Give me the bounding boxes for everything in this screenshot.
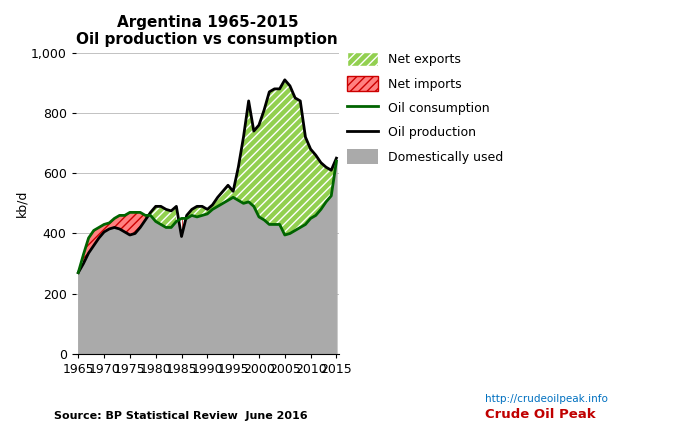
Text: Crude Oil Peak: Crude Oil Peak: [485, 408, 596, 421]
Text: http://crudeoilpeak.info: http://crudeoilpeak.info: [485, 394, 608, 404]
Legend: Net exports, Net imports, Oil consumption, Oil production, Domestically used: Net exports, Net imports, Oil consumptio…: [342, 47, 508, 169]
Text: Source: BP Statistical Review  June 2016: Source: BP Statistical Review June 2016: [54, 411, 307, 421]
Y-axis label: kb/d: kb/d: [15, 190, 28, 217]
Title: Argentina 1965-2015
Oil production vs consumption: Argentina 1965-2015 Oil production vs co…: [76, 15, 338, 48]
